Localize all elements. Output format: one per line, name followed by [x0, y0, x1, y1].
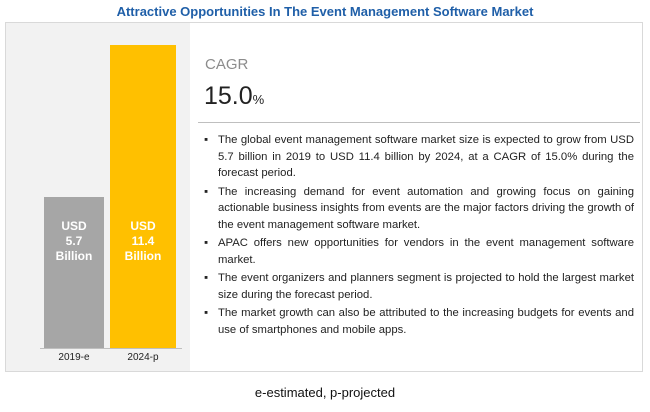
bar: [110, 45, 176, 348]
bar-label: USD 5.7 Billion: [55, 219, 93, 263]
bar: [44, 196, 104, 348]
bullet: The global event management software mar…: [204, 132, 634, 182]
bar-label: USD 11.4 Billion: [124, 219, 162, 263]
cagr-label: CAGR: [205, 56, 249, 73]
x-tick-label: 2024-p: [127, 352, 159, 363]
cagr-number: 15.0: [204, 82, 253, 110]
bullet-list: The global event management software mar…: [204, 132, 634, 340]
x-tick-label: 2019-e: [58, 352, 90, 363]
footnote: e-estimated, p-projected: [254, 385, 396, 400]
divider: [198, 122, 640, 123]
title: Attractive Opportunities In The Event Ma…: [116, 4, 534, 19]
bullet: The event organizers and planners segmen…: [204, 270, 634, 303]
baseline: [40, 348, 182, 349]
bullet: The increasing demand for event automati…: [204, 184, 634, 234]
bullet: APAC offers new opportunities for vendor…: [204, 235, 634, 268]
cagr-value: 15.0%: [204, 82, 264, 111]
bullet: The market growth can also be attributed…: [204, 305, 634, 338]
frame: [5, 22, 643, 372]
cagr-unit: %: [252, 92, 265, 107]
